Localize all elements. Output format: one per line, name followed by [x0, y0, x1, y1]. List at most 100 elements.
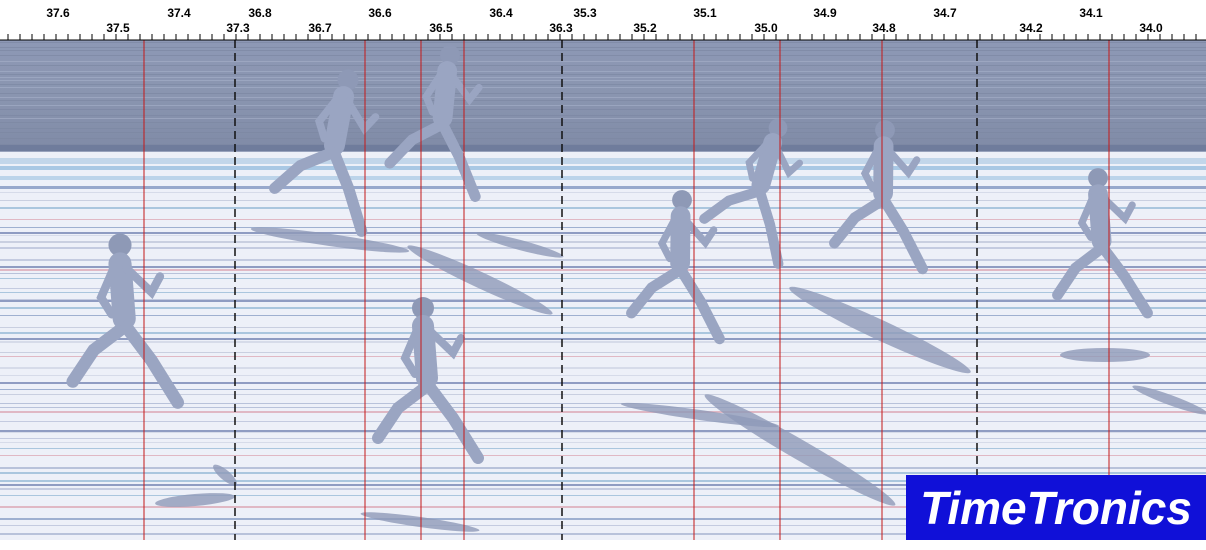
runner-arm	[96, 263, 118, 319]
stripe	[0, 407, 1206, 408]
scale-label: 37.6	[46, 6, 70, 20]
stripe	[0, 411, 1206, 413]
scale-label: 35.3	[573, 6, 597, 20]
stripe	[0, 278, 1206, 279]
runner-arm	[314, 94, 341, 143]
runner-torso	[670, 206, 691, 273]
scale-label: 34.1	[1079, 6, 1103, 20]
stripe	[0, 145, 1206, 151]
runner-leg	[269, 146, 339, 194]
scale-label: 34.2	[1019, 21, 1043, 35]
scale-label: 37.4	[167, 6, 191, 20]
lane-line	[0, 266, 1206, 268]
stripe	[0, 219, 1206, 220]
runner-arm	[122, 263, 165, 300]
stripe	[0, 50, 1206, 51]
scale-label: 36.3	[549, 21, 573, 35]
stripe	[0, 488, 1206, 490]
stripe	[0, 367, 1206, 369]
runner	[66, 233, 185, 409]
shadow	[407, 245, 553, 315]
stripe	[0, 525, 1206, 526]
stripe	[0, 247, 1206, 249]
runner	[372, 297, 484, 464]
stripe	[0, 100, 1206, 101]
stripe	[0, 80, 1206, 81]
stripe	[0, 421, 1206, 422]
runner-arm	[425, 326, 465, 360]
stripe	[0, 495, 1206, 496]
stripe	[0, 207, 1206, 209]
stripe	[0, 259, 1206, 261]
runner-arm	[682, 216, 718, 249]
lane-line	[0, 338, 1206, 340]
runner-arm	[400, 326, 421, 378]
runner-arm	[860, 145, 882, 193]
scale-label: 35.0	[754, 21, 778, 35]
runner-arm	[344, 97, 380, 135]
stripe	[0, 455, 1206, 456]
scale-label: 35.1	[693, 6, 717, 20]
shadow	[1060, 348, 1150, 362]
runner-leg	[755, 186, 784, 269]
stripe	[0, 97, 1206, 98]
scale-labels: 37.6 37.5 37.4 37.336.8 36.7 36.6 36.5 36.4 36.3…	[46, 6, 1163, 35]
shadow	[360, 512, 480, 532]
runner	[384, 45, 483, 202]
stripe	[0, 403, 1206, 404]
stripe	[0, 518, 1206, 520]
runner-head	[768, 118, 788, 138]
lane-line	[0, 430, 1206, 432]
stripe	[0, 438, 1206, 439]
stripe	[0, 93, 1206, 94]
stripe	[0, 87, 1206, 88]
stripe	[0, 292, 1206, 293]
runner-arm	[745, 140, 771, 182]
runner-arm	[448, 71, 483, 106]
runner-head	[412, 297, 434, 319]
runner-leg	[328, 147, 368, 237]
runner-torso	[108, 252, 136, 331]
scale-label: 34.7	[933, 6, 957, 20]
runner-leg	[66, 320, 131, 388]
runner-leg	[120, 320, 185, 409]
stripe	[0, 200, 1206, 201]
scale-band	[0, 0, 1206, 40]
runner-torso	[873, 136, 894, 203]
scale-label: 36.4	[489, 6, 513, 20]
scale-label: 34.0	[1139, 21, 1163, 35]
stripe	[0, 394, 1206, 395]
runner-arm	[657, 215, 679, 263]
stripe	[0, 269, 1206, 271]
stripe	[0, 448, 1206, 449]
runner	[269, 69, 380, 237]
stripe	[0, 442, 1206, 443]
scale-label: 36.7	[308, 21, 332, 35]
runner	[699, 118, 804, 269]
stripe	[0, 65, 1206, 66]
runner-torso	[1088, 184, 1112, 251]
runner-arm	[1099, 194, 1136, 225]
runner-torso	[432, 61, 458, 128]
stands-background	[0, 40, 1206, 152]
stripe	[0, 467, 1206, 469]
stripe	[0, 151, 1206, 152]
stripe	[0, 315, 1206, 316]
stripe	[0, 84, 1206, 85]
runner-torso	[412, 315, 438, 389]
stripe	[0, 166, 1206, 170]
stripe	[0, 389, 1206, 390]
stripe	[0, 118, 1206, 119]
runners	[66, 45, 1153, 464]
stripe	[0, 105, 1206, 106]
lane-line	[0, 382, 1206, 384]
runner-head	[108, 233, 132, 257]
lane-line	[0, 300, 1206, 302]
runner-leg	[1098, 242, 1153, 319]
runner	[626, 190, 725, 345]
shadow	[789, 286, 971, 374]
runner-arm	[885, 146, 921, 179]
bottom-band	[0, 540, 1206, 550]
runner-head	[1088, 168, 1108, 188]
